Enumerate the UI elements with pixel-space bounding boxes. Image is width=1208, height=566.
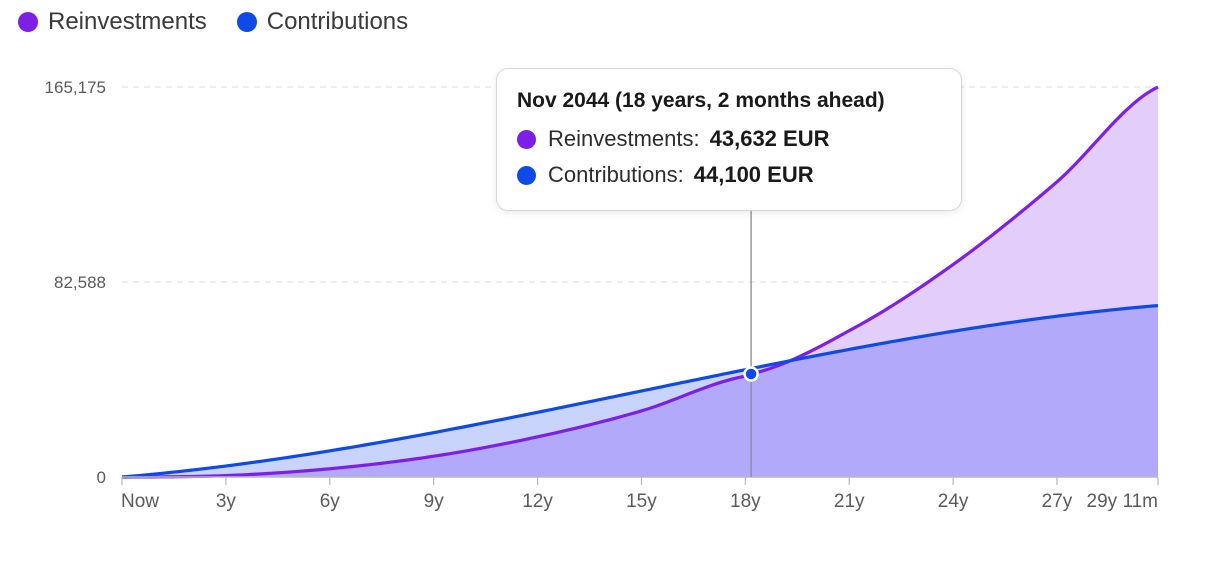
series-lines bbox=[121, 85, 1159, 479]
tooltip-row-reinvestments: Reinvestments: 43,632 EUR bbox=[517, 125, 941, 153]
tooltip-label-reinvestments: Reinvestments: bbox=[548, 126, 700, 151]
tooltip-title: Nov 2044 (18 years, 2 months ahead) bbox=[517, 89, 885, 112]
line-contributions bbox=[121, 303, 1159, 479]
x-tick-label-10: 29y 11m bbox=[1087, 491, 1158, 512]
legend-item-contributions[interactable]: Contributions bbox=[236, 8, 409, 36]
tooltip-swatch-contributions bbox=[517, 165, 536, 185]
y-tick-label-2: 165,175 bbox=[45, 78, 106, 97]
y-tick-label-0: 0 bbox=[97, 468, 106, 487]
x-tick-label-6: 18y bbox=[730, 491, 761, 512]
tooltip-value-contributions: 44,100 EUR bbox=[693, 162, 814, 187]
x-tick-label-9: 27y bbox=[1042, 491, 1073, 512]
legend-item-reinvestments[interactable]: Reinvestments bbox=[18, 8, 207, 36]
x-tick-label-2: 6y bbox=[320, 491, 341, 512]
hover-point bbox=[743, 366, 759, 382]
tooltip-label-contributions: Contributions: bbox=[548, 162, 684, 187]
hover-indicator bbox=[743, 211, 759, 477]
legend-swatch-contributions bbox=[236, 12, 257, 32]
area-overlap bbox=[122, 305, 1158, 477]
x-tick-label-5: 15y bbox=[626, 491, 657, 512]
legend-label-reinvestments: Reinvestments bbox=[48, 8, 207, 35]
axes: 0 82,588 165,175 Now 3y 6y 9y 12y 15y 18y 21y 24y 27… bbox=[45, 78, 1159, 512]
chart-legend: Reinvestments Contributions bbox=[18, 8, 408, 36]
y-tick-label-1: 82,588 bbox=[54, 273, 106, 292]
series-areas bbox=[122, 87, 1158, 477]
x-tick-label-7: 21y bbox=[834, 491, 865, 512]
x-tick-label-4: 12y bbox=[522, 491, 553, 512]
chart-tooltip: Nov 2044 (18 years, 2 months ahead) Rein… bbox=[496, 68, 962, 211]
tooltip-value-reinvestments: 43,632 EUR bbox=[709, 126, 830, 151]
tooltip-row-contributions: Contributions: 44,100 EUR bbox=[517, 161, 941, 189]
x-tick-label-1: 3y bbox=[216, 491, 237, 512]
legend-swatch-reinvestments bbox=[18, 12, 38, 32]
line-reinvestments bbox=[121, 85, 1159, 479]
tooltip-swatch-reinvestments bbox=[517, 129, 536, 149]
x-tick-label-0: Now bbox=[121, 491, 159, 512]
x-tick-label-8: 24y bbox=[938, 491, 969, 512]
x-tick-label-3: 9y bbox=[424, 491, 445, 512]
legend-label-contributions: Contributions bbox=[266, 8, 409, 35]
